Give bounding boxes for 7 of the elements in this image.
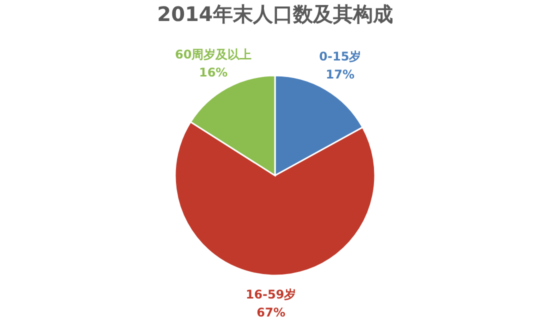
slice-label: 0-15岁: [319, 49, 362, 64]
data-label: 17%: [326, 67, 355, 82]
data-label: 67%: [256, 305, 286, 320]
data-label: 16%: [198, 65, 228, 80]
chart-title: 2014年末人口数及其构成: [157, 2, 393, 26]
slice-label: 60周岁及以上: [174, 47, 252, 62]
slice-label: 16-59岁: [246, 287, 296, 302]
